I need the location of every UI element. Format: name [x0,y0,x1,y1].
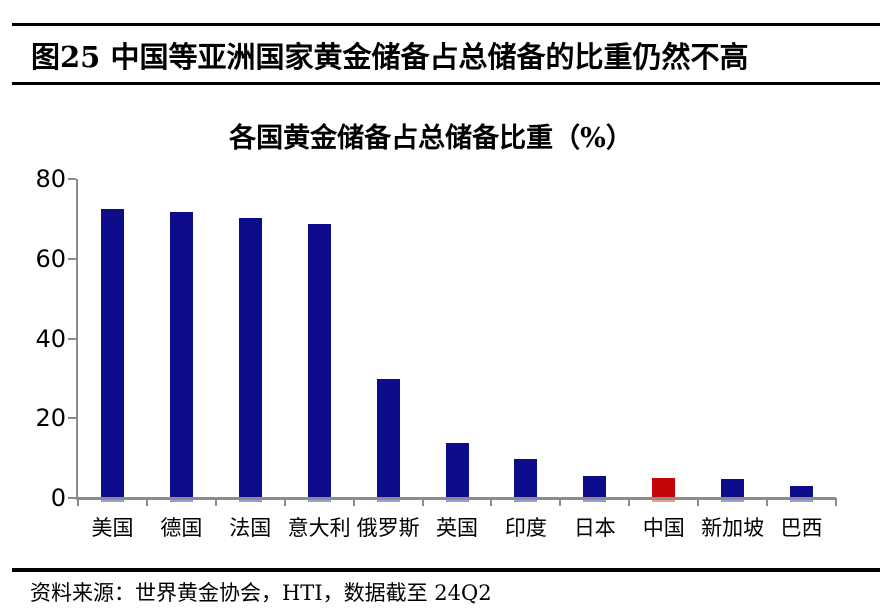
x-tick-label-0: 美国 [91,516,134,540]
bar-2 [238,218,262,498]
bar-0 [100,208,124,498]
y-tick-2 [68,337,76,340]
bar-10 [790,486,814,498]
x-tick-label-10: 巴西 [780,516,823,540]
x-tick-label-2: 法国 [229,516,272,540]
x-tick-4 [352,498,355,506]
bar-7 [583,476,607,498]
x-axis [76,497,836,500]
bar-foot-0 [100,499,124,502]
bar-9 [721,479,745,498]
x-tick-8 [628,498,631,506]
bar-1 [169,212,193,498]
y-tick-1 [68,417,76,420]
bar-foot-1 [169,499,193,502]
x-tick-6 [490,498,493,506]
chart-title: 各国黄金储备占总储备比重（%） [229,123,633,154]
x-tick-7 [559,498,562,506]
bar-6 [514,458,538,498]
header-divider [12,82,880,85]
y-tick-0 [68,497,76,499]
figure-title: 图25 中国等亚洲国家黄金储备占总储备的比重仍然不高 [31,40,749,74]
bar-foot-3 [307,499,331,502]
x-tick-1 [145,498,148,506]
bar-5 [445,442,469,498]
source-note: 资料来源：世界黄金协会，HTI，数据截至 24Q2 [30,581,492,605]
x-tick-label-3: 意大利 [287,516,351,540]
y-tick-label-0: 0 [50,484,66,512]
bar-foot-4 [376,499,400,502]
x-tick-label-1: 德国 [160,516,203,540]
bar-foot-8 [652,499,676,502]
x-tick-label-8: 中国 [642,516,685,540]
x-tick-label-9: 新加坡 [701,516,765,540]
bar-4 [376,378,400,498]
x-tick-9 [697,498,700,506]
bar-foot-5 [445,499,469,502]
y-axis [76,179,78,498]
top-divider [12,23,880,26]
x-tick-2 [214,498,217,506]
y-tick-label-3: 60 [35,244,66,273]
y-tick-label-4: 80 [35,165,66,193]
x-tick-0 [77,498,79,506]
y-tick-label-1: 20 [35,404,66,433]
y-tick-label-2: 40 [35,324,66,353]
bar-8 [652,477,676,498]
x-tick-label-4: 俄罗斯 [356,516,420,540]
x-tick-11 [835,498,837,506]
bar-foot-2 [238,499,262,502]
y-tick-4 [68,178,76,180]
bar-foot-9 [721,499,745,502]
bar-3 [307,224,331,498]
x-tick-3 [283,498,286,506]
x-tick-label-6: 印度 [504,516,547,540]
footer-divider [12,568,880,572]
x-tick-label-7: 日本 [573,516,616,540]
y-tick-3 [68,257,76,260]
x-tick-5 [421,498,424,506]
bar-foot-6 [514,499,538,502]
bar-foot-10 [790,499,814,502]
x-tick-label-5: 英国 [436,516,478,540]
x-tick-10 [766,498,769,506]
bar-foot-7 [583,499,607,502]
